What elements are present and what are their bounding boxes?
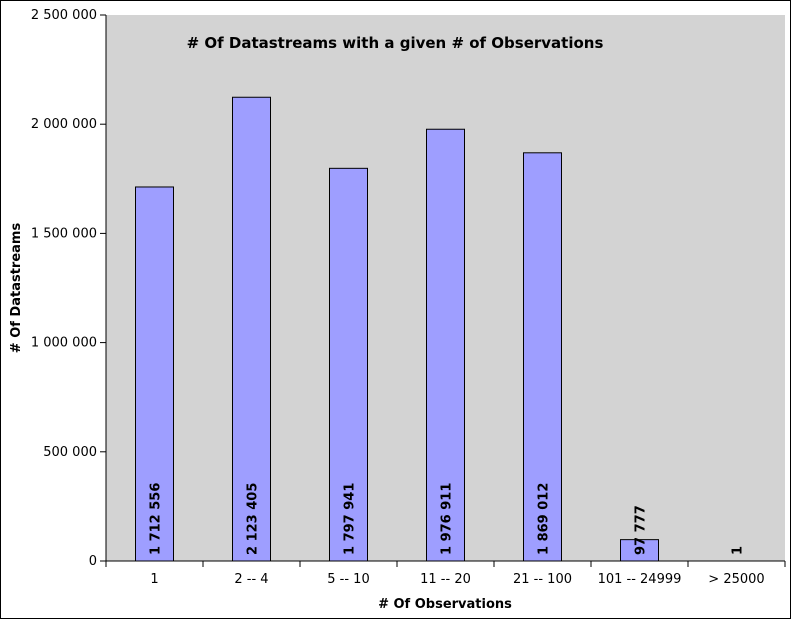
data-label: 2 123 405 <box>246 483 261 555</box>
x-tick-label: > 25000 <box>708 572 764 587</box>
bar <box>135 186 174 562</box>
data-label: 1 976 911 <box>440 483 455 555</box>
y-tick-label: 1 500 000 <box>31 226 97 241</box>
y-tick-label: 2 500 000 <box>31 8 97 23</box>
x-tick-label: 1 <box>150 572 158 587</box>
data-labels: 1 712 556 2 123 405 1 797 941 1 976 911 1 86… <box>149 483 746 555</box>
data-label: 1 869 012 <box>537 483 552 555</box>
bar <box>523 152 562 562</box>
y-tick-label: 2 000 000 <box>31 117 97 132</box>
x-tick-label: 21 -- 100 <box>513 572 572 587</box>
y-axis: 0 500 000 1 000 000 1 500 000 2 000 000 2 500… <box>31 8 107 569</box>
bar <box>329 167 368 562</box>
data-label: 1 797 941 <box>343 483 358 555</box>
y-axis-title: # Of Datastreams <box>9 223 24 354</box>
y-tick-label: 1 000 000 <box>31 336 97 351</box>
x-axis-title: # Of Observations <box>378 597 512 612</box>
x-tick-label: 5 -- 10 <box>327 572 369 587</box>
data-label: 1 712 556 <box>149 483 164 555</box>
bars <box>135 96 659 562</box>
x-axis: 1 2 -- 4 5 -- 10 11 -- 20 21 -- 100 101 -- 24… <box>105 560 786 587</box>
x-tick-label: 101 -- 24999 <box>598 572 682 587</box>
y-tick-label: 0 <box>89 554 97 569</box>
y-tick-label: 500 000 <box>43 445 97 460</box>
bar <box>620 539 659 562</box>
data-label: 1 <box>731 546 746 555</box>
x-tick-label: 2 -- 4 <box>234 572 268 587</box>
x-tick-label: 11 -- 20 <box>420 572 471 587</box>
data-label: 97 777 <box>634 505 649 555</box>
bar <box>426 128 465 562</box>
bar <box>232 96 271 562</box>
chart-title: # Of Datastreams with a given # of Obser… <box>187 34 604 52</box>
